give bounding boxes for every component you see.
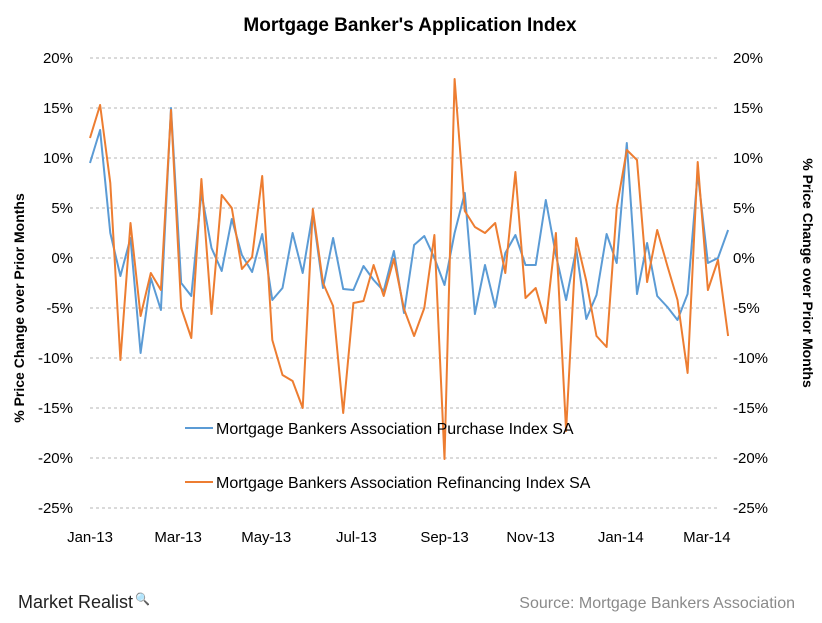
y-tick-label-right: -5% [733, 300, 760, 317]
y-tick-label-left: 5% [51, 200, 73, 217]
x-tick-label: May-13 [241, 529, 291, 546]
source-note: Source: Mortgage Bankers Association [519, 595, 795, 612]
y-tick-label-right: -15% [733, 400, 768, 417]
x-axis: Jan-13 Mar-13 May-13 Jul-13 Sep-13 Nov-13 Jan-… [67, 529, 731, 546]
chart-title: Mortgage Banker's Application Index [243, 15, 577, 36]
x-tick-label: Mar-14 [683, 529, 731, 546]
x-tick-label: Jan-13 [67, 529, 113, 546]
legend-label: Mortgage Bankers Association Purchase In… [216, 421, 574, 438]
grid-lines [90, 57, 718, 509]
brand-logo: Market Realist 🔍 [18, 592, 150, 613]
y-tick-label-left: -25% [38, 500, 73, 517]
y-tick-label-left: 10% [43, 150, 73, 167]
y-tick-label-left: 0% [51, 250, 73, 267]
x-tick-label: Jan-14 [598, 529, 644, 546]
legend: Mortgage Bankers Association Purchase In… [185, 421, 591, 492]
y-tick-label-right: -20% [733, 450, 768, 467]
y-tick-label-left: 20% [43, 50, 73, 67]
y-tick-label-right: 20% [733, 50, 763, 67]
y-tick-label-right: 0% [733, 250, 755, 267]
magnifier-icon: 🔍 [135, 592, 150, 606]
y-tick-label-right: 15% [733, 100, 763, 117]
legend-item: Mortgage Bankers Association Refinancing… [185, 475, 591, 492]
x-tick-label: Jul-13 [336, 529, 377, 546]
x-tick-label: Mar-13 [154, 529, 202, 546]
y-tick-label-left: -5% [46, 300, 73, 317]
y-tick-label-right: 5% [733, 200, 755, 217]
left-y-axis: 20% 15% 10% 5% 0% -5% -10% -15% -20% -25% [38, 50, 73, 517]
x-tick-label: Sep-13 [420, 529, 468, 546]
y-tick-label-right: -25% [733, 500, 768, 517]
y-tick-label-left: -10% [38, 350, 73, 367]
left-y-axis-label: % Price Change over Prior Months [11, 193, 27, 423]
y-tick-label-left: -20% [38, 450, 73, 467]
y-tick-label-left: -15% [38, 400, 73, 417]
brand-name: Market Realist [18, 592, 134, 612]
y-tick-label-left: 15% [43, 100, 73, 117]
legend-item: Mortgage Bankers Association Purchase In… [185, 421, 574, 438]
y-tick-label-right: -10% [733, 350, 768, 367]
right-y-axis: 20% 15% 10% 5% 0% -5% -10% -15% -20% -25% [733, 50, 768, 517]
y-tick-label-right: 10% [733, 150, 763, 167]
series-line-purchase-index [89, 107, 730, 354]
x-tick-label: Nov-13 [506, 529, 554, 546]
series-line-refinancing-index [89, 78, 730, 460]
series-layer [89, 78, 730, 460]
right-y-axis-label: % Price Change over Prior Months [800, 158, 816, 388]
legend-label: Mortgage Bankers Association Refinancing… [216, 475, 591, 492]
